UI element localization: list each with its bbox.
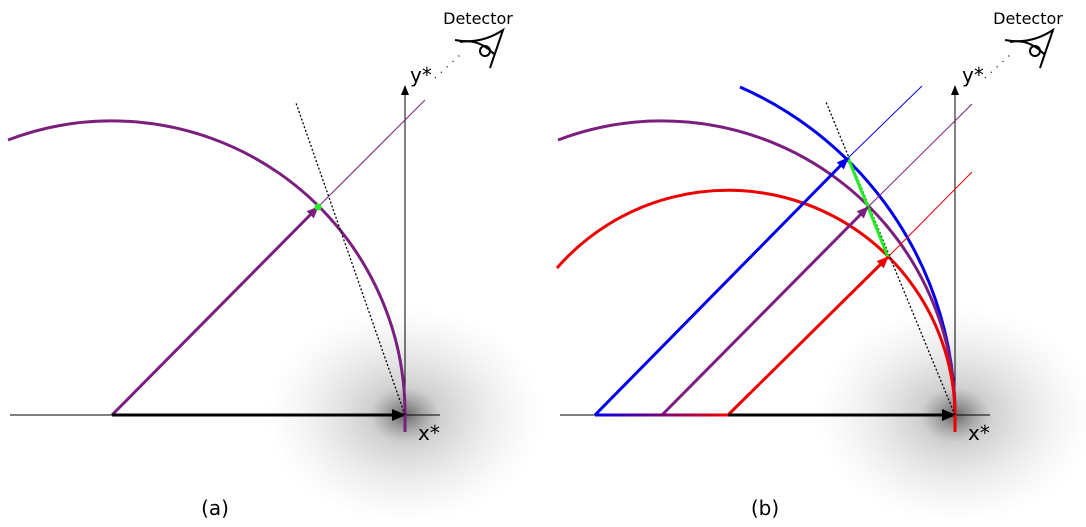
y-axis-label: y* (962, 63, 984, 87)
panel-b: Detector y* x* (b) (555, 9, 1086, 525)
sphere-red (555, 188, 957, 416)
ray (317, 99, 426, 208)
k-vector-purple (660, 205, 870, 417)
detector-label: Detector (993, 9, 1063, 28)
ewald-sphere (7, 119, 407, 416)
x-axis-label: x* (418, 421, 440, 445)
ray-blue (847, 85, 923, 159)
dotted-line (825, 101, 956, 416)
detector-label: Detector (443, 9, 513, 28)
k-vector-red (726, 255, 890, 417)
baseline (595, 413, 728, 417)
caption: (a) (201, 496, 229, 520)
ray-red (887, 171, 973, 258)
dotted-line (295, 102, 406, 416)
panel-a: Detector y* x* (a) (7, 9, 545, 525)
k-vector-blue (593, 156, 850, 417)
sight-line (984, 54, 1011, 79)
caption: (b) (751, 496, 779, 520)
intersection (314, 203, 322, 211)
sight-line (434, 54, 461, 79)
sphere-purple (557, 119, 957, 416)
x-axis-label: x* (968, 421, 990, 445)
eye-icon (1004, 27, 1055, 69)
eye-icon (454, 27, 505, 69)
y-axis-label: y* (410, 63, 432, 87)
ray-purple (867, 103, 973, 208)
k-vector (110, 205, 320, 417)
